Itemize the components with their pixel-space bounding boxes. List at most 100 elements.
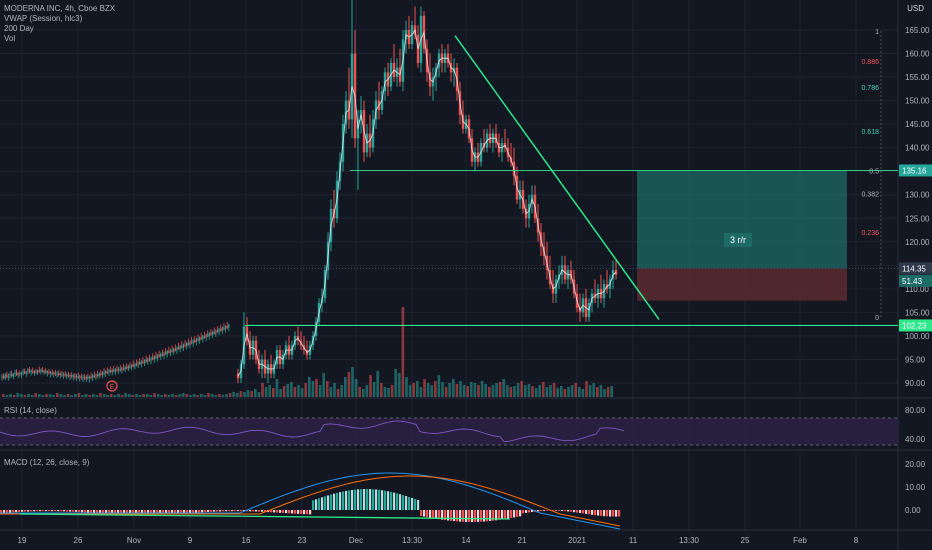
price-tick: 90.00 [905, 379, 926, 388]
macd-hist [507, 510, 510, 519]
candle-body [105, 371, 107, 374]
macd-hist [108, 510, 111, 514]
volume-bar [322, 373, 325, 397]
macd-hist [6, 510, 9, 513]
volume-bar [542, 382, 545, 397]
volume-bars: E [2, 307, 613, 397]
time-tick: 25 [741, 536, 750, 545]
macd-hist [207, 510, 210, 512]
fib-levels: 1 0.886 0.786 0.618 0.5 0.382 0.236 0 [861, 29, 882, 322]
candle-body [27, 369, 29, 372]
candle-body [38, 370, 40, 372]
macd-hist [138, 510, 141, 515]
volume-bar [74, 394, 77, 397]
macd-hist [168, 510, 171, 515]
macd-hist [300, 510, 303, 514]
fib-label-3: 0.618 [861, 129, 879, 136]
macd-hist [75, 510, 78, 512]
volume-bar [516, 383, 520, 397]
volume-bar [56, 393, 59, 397]
candle-body [163, 352, 165, 356]
volume-bar [524, 385, 527, 397]
volume-bar [282, 386, 286, 397]
volume-bar [207, 393, 210, 397]
volume-bar [380, 383, 383, 397]
rsi-title[interactable]: RSI (14, close) [4, 406, 57, 415]
candle-body [197, 338, 199, 341]
macd-hist [222, 510, 225, 512]
volume-bar [279, 389, 282, 397]
candle-body [90, 376, 92, 378]
macd-hist [459, 510, 462, 522]
macd-hist [402, 495, 405, 510]
macd-hist [423, 510, 426, 517]
vwap-indicator-label[interactable]: VWAP (Session, hlc3) [4, 14, 83, 23]
candle-body [155, 356, 157, 359]
macd-hist [546, 510, 549, 511]
symbol-title[interactable]: MODERNA INC, 4h, Cboe BZX [4, 4, 116, 13]
volume-bar [63, 395, 66, 397]
volume-bar [578, 387, 581, 397]
candle-body [61, 373, 63, 376]
price-tick: 150.00 [905, 97, 930, 106]
macd-hist [306, 510, 309, 515]
earnings-marker [106, 380, 118, 392]
candle-body [114, 369, 116, 372]
macd-hist [144, 510, 147, 515]
macd-hist [99, 510, 102, 514]
candle-body [135, 363, 138, 366]
volume-bar [45, 394, 48, 397]
macd-title[interactable]: MACD (12, 26, close, 9) [4, 458, 90, 467]
rsi-panel: 80.00 40.00 [0, 406, 926, 446]
volume-bar [52, 395, 55, 397]
volume-bar [369, 375, 372, 397]
macd-hist [594, 510, 597, 516]
candle-body [59, 373, 61, 375]
volume-bar [437, 375, 441, 397]
volume-bar [315, 379, 318, 397]
volume-bar [214, 395, 217, 397]
macd-hist [498, 510, 501, 520]
macd-hist [141, 510, 144, 515]
macd-hist [612, 510, 615, 517]
macd-hist [153, 510, 156, 515]
candle-body [202, 335, 204, 340]
volume-bar [376, 371, 379, 397]
risk-reward-box[interactable]: 3 r/r [637, 170, 847, 301]
volume-bar [225, 394, 228, 397]
volume-bar [383, 387, 387, 397]
volume-bar [174, 395, 178, 397]
candle-body [223, 327, 225, 330]
macd-hist [231, 510, 234, 512]
macd-hist [156, 510, 159, 515]
macd-hist [489, 510, 492, 522]
volume-bar [297, 385, 300, 397]
macd-hist [420, 510, 423, 516]
ma-indicator-label[interactable]: 200 Day [4, 24, 34, 33]
price-label-0: 135.16 [902, 166, 927, 175]
macd-hist [183, 510, 186, 514]
volume-bar [549, 385, 552, 397]
currency-label[interactable]: USD [907, 4, 924, 13]
candle-body [74, 375, 76, 378]
candle-body [121, 367, 123, 371]
macd-hist [102, 510, 105, 514]
candle-body [67, 374, 70, 377]
volume-bar [333, 383, 336, 397]
volume-bar [567, 387, 570, 397]
volume-bar [336, 389, 340, 397]
volume-bar [196, 395, 199, 397]
macd-hist [366, 489, 369, 510]
candle-body [177, 347, 180, 350]
candle-body [200, 337, 202, 340]
macd-hist [453, 510, 456, 522]
macd-hist [9, 510, 12, 513]
macd-hist [393, 492, 396, 510]
time-tick: 13:30 [402, 536, 423, 545]
drawn-lines[interactable] [0, 35, 898, 327]
macd-hist [171, 510, 174, 514]
time-tick: 9 [188, 536, 193, 545]
volume-indicator-label[interactable]: Vol [4, 34, 16, 43]
macd-hist [477, 510, 480, 522]
macd-hist [195, 510, 198, 513]
